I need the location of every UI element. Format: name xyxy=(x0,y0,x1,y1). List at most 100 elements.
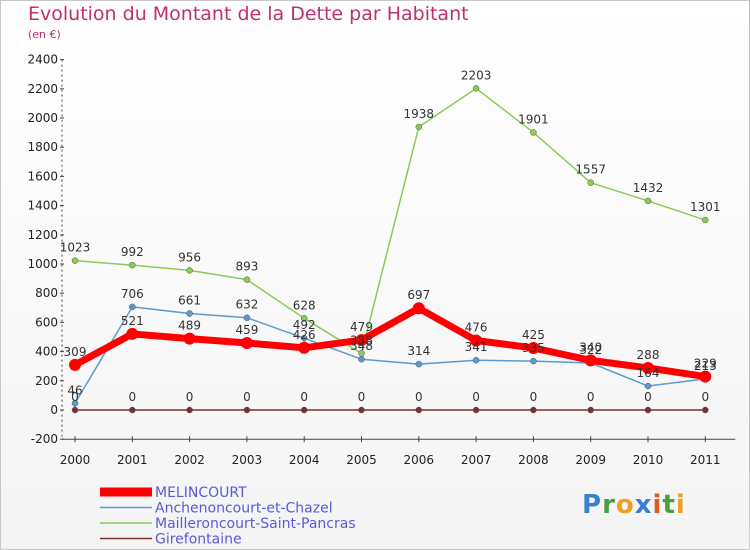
logo-letter: i xyxy=(652,490,663,520)
data-point xyxy=(183,332,196,345)
data-label: 479 xyxy=(350,320,373,334)
y-tick-label: 400 xyxy=(35,345,58,359)
data-label: 632 xyxy=(235,298,258,312)
data-point xyxy=(129,406,136,414)
data-point xyxy=(644,197,652,205)
data-point xyxy=(69,358,81,371)
x-tick-label: 2010 xyxy=(633,453,664,467)
y-tick-label: 1800 xyxy=(27,140,58,154)
data-point xyxy=(355,334,368,347)
data-label: 309 xyxy=(64,345,87,359)
x-tick-label: 2005 xyxy=(346,453,377,467)
data-label: 0 xyxy=(701,390,709,404)
data-point xyxy=(587,179,594,186)
data-point xyxy=(298,341,311,354)
logo-letter: P xyxy=(582,490,603,520)
data-point xyxy=(126,327,139,340)
y-tick-label: 2200 xyxy=(27,82,58,96)
x-tick-label: 2001 xyxy=(117,453,148,467)
data-label: 0 xyxy=(128,390,136,404)
data-point xyxy=(415,123,423,131)
data-point xyxy=(702,216,709,224)
data-point xyxy=(584,354,597,367)
data-point xyxy=(240,336,253,349)
data-point xyxy=(71,406,79,414)
data-label: 956 xyxy=(178,250,201,264)
data-point xyxy=(415,360,423,368)
data-label: 628 xyxy=(293,298,316,312)
x-tick-label: 2011 xyxy=(690,453,721,467)
series-line-2 xyxy=(74,87,706,355)
data-point xyxy=(71,400,79,407)
y-tick-label: 600 xyxy=(35,315,58,329)
data-label: 340 xyxy=(579,340,602,354)
data-label: 0 xyxy=(186,390,194,404)
data-point xyxy=(527,341,540,354)
data-point xyxy=(415,406,423,414)
data-point xyxy=(186,406,193,414)
data-label: 1938 xyxy=(404,107,435,121)
x-tick-label: 2007 xyxy=(461,453,492,467)
data-label: 426 xyxy=(293,328,316,342)
logo-letter: x xyxy=(634,490,653,520)
data-point xyxy=(472,85,480,92)
y-tick-label: 2000 xyxy=(27,111,58,125)
data-label: 459 xyxy=(235,323,258,337)
data-label: 1557 xyxy=(575,163,606,177)
data-label: 46 xyxy=(67,383,82,397)
data-label: 341 xyxy=(465,340,488,354)
data-label: 0 xyxy=(587,390,595,404)
x-tick-label: 2006 xyxy=(404,453,435,467)
data-label: 425 xyxy=(522,328,545,342)
x-tick-label: 2002 xyxy=(174,453,205,467)
data-label: 0 xyxy=(644,390,652,404)
x-tick-label: 2000 xyxy=(60,453,91,467)
data-point xyxy=(186,310,193,317)
data-point xyxy=(530,357,537,365)
data-label: 388 xyxy=(350,333,373,347)
series-line-1 xyxy=(74,306,706,404)
logo-letter: r xyxy=(602,490,616,520)
data-point xyxy=(300,406,308,414)
y-tick-label: -200 xyxy=(31,432,58,446)
y-tick-label: 0 xyxy=(50,403,58,417)
data-point xyxy=(702,406,709,414)
x-tick-label: 2008 xyxy=(518,453,549,467)
data-label: 521 xyxy=(121,314,144,328)
data-label: 0 xyxy=(71,390,79,404)
data-label: 0 xyxy=(472,390,480,404)
data-label: 0 xyxy=(530,390,538,404)
data-label: 1023 xyxy=(60,241,91,255)
data-label: 706 xyxy=(121,287,144,301)
logo-letter: i xyxy=(675,490,686,520)
data-point xyxy=(472,406,480,414)
data-label: 992 xyxy=(121,245,144,259)
data-point xyxy=(129,261,136,269)
y-tick-label: 2400 xyxy=(27,53,58,67)
data-point xyxy=(530,129,537,136)
data-label: 348 xyxy=(350,339,373,353)
data-label: 489 xyxy=(178,319,201,333)
data-label: 1301 xyxy=(690,200,721,214)
y-tick-label: 1600 xyxy=(27,169,58,183)
data-point xyxy=(243,276,251,283)
series-line-0 xyxy=(73,304,706,381)
data-label: 697 xyxy=(407,288,430,302)
data-label: 322 xyxy=(579,343,602,357)
legend-label: MELINCOURT xyxy=(155,485,247,501)
data-point xyxy=(186,267,193,274)
data-point xyxy=(472,356,480,364)
data-point xyxy=(587,406,594,414)
legend-label: Mailleroncourt-Saint-Pancras xyxy=(155,516,356,532)
data-label: 0 xyxy=(300,390,308,404)
data-point xyxy=(358,355,365,363)
data-label: 314 xyxy=(407,344,430,358)
chart-subtitle: (en €) xyxy=(28,28,61,41)
chart-title: Evolution du Montant de la Dette par Hab… xyxy=(28,3,469,25)
data-point xyxy=(243,314,251,321)
data-point xyxy=(470,334,483,347)
data-point xyxy=(300,334,308,342)
x-tick-label: 2009 xyxy=(575,453,606,467)
y-tick-label: 1200 xyxy=(27,228,58,242)
data-label: 476 xyxy=(465,321,488,335)
